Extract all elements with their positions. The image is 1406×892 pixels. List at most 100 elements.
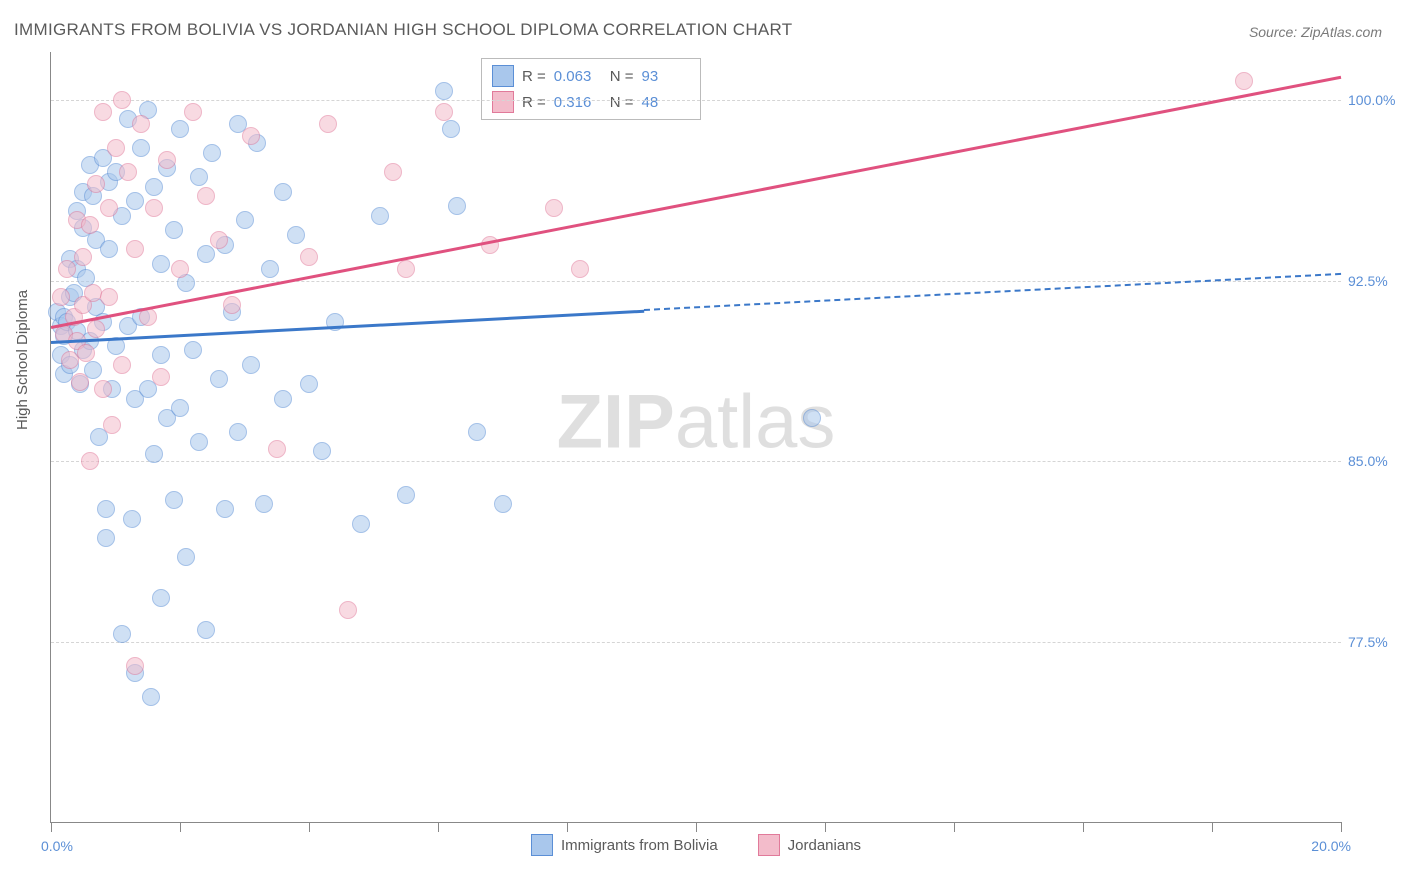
correlation-legend: R = 0.063 N = 93 R = 0.316 N = 48 xyxy=(481,58,701,120)
jordanian-point xyxy=(74,248,92,266)
legend-n-label: N = xyxy=(610,68,634,85)
x-tick xyxy=(696,822,697,832)
jordanian-point xyxy=(94,103,112,121)
chart-title: IMMIGRANTS FROM BOLIVIA VS JORDANIAN HIG… xyxy=(14,20,793,40)
x-tick xyxy=(180,822,181,832)
bolivia-point xyxy=(152,589,170,607)
gridline xyxy=(51,461,1341,462)
legend-swatch xyxy=(758,834,780,856)
x-tick xyxy=(51,822,52,832)
jordanian-point xyxy=(132,115,150,133)
x-tick xyxy=(567,822,568,832)
jordanian-point xyxy=(145,199,163,217)
series-legend: Immigrants from Bolivia Jordanians xyxy=(51,834,1341,856)
bolivia-point xyxy=(123,510,141,528)
y-tick-label: 100.0% xyxy=(1348,92,1403,108)
jordanian-point xyxy=(87,175,105,193)
jordanian-point xyxy=(339,601,357,619)
jordanian-point xyxy=(94,380,112,398)
legend-r-label: R = xyxy=(522,94,546,111)
x-tick xyxy=(1083,822,1084,832)
jordanian-point xyxy=(435,103,453,121)
plot-area: ZIPatlas R =0.063N =93R =0.316N =48 0.0%… xyxy=(50,52,1341,823)
bolivia-point xyxy=(145,445,163,463)
jordanian-point xyxy=(119,163,137,181)
bolivia-point xyxy=(313,442,331,460)
legend-r-value: 0.316 xyxy=(554,94,602,111)
jordanian-point xyxy=(571,260,589,278)
legend-r-value: 0.063 xyxy=(554,68,602,85)
bolivia-point xyxy=(113,625,131,643)
bolivia-point xyxy=(210,370,228,388)
bolivia-point xyxy=(229,423,247,441)
bolivia-point xyxy=(216,500,234,518)
jordanian-point xyxy=(126,240,144,258)
y-tick-label: 85.0% xyxy=(1348,453,1403,469)
legend-n-value: 48 xyxy=(642,94,690,111)
jordanian-point xyxy=(210,231,228,249)
jordanian-point xyxy=(107,139,125,157)
bolivia-point xyxy=(287,226,305,244)
gridline xyxy=(51,642,1341,643)
jordanian-point xyxy=(152,368,170,386)
legend-n-value: 93 xyxy=(642,68,690,85)
jordanian-point xyxy=(384,163,402,181)
jordanian-point xyxy=(100,288,118,306)
gridline xyxy=(51,100,1341,101)
legend-n-label: N = xyxy=(610,94,634,111)
y-tick-label: 92.5% xyxy=(1348,273,1403,289)
jordanian-point xyxy=(126,657,144,675)
jordanian-point xyxy=(300,248,318,266)
gridline xyxy=(51,281,1341,282)
bolivia-point xyxy=(803,409,821,427)
bolivia-point xyxy=(197,621,215,639)
bolivia-point xyxy=(236,211,254,229)
jordanian-point xyxy=(242,127,260,145)
legend-swatch xyxy=(492,91,514,113)
bolivia-point xyxy=(152,346,170,364)
bolivia-point xyxy=(255,495,273,513)
legend-item: Jordanians xyxy=(758,834,861,856)
bolivia-point xyxy=(448,197,466,215)
jordanian-point xyxy=(71,373,89,391)
source-label: Source: ZipAtlas.com xyxy=(1249,24,1382,40)
jordanian-point xyxy=(184,103,202,121)
bolivia-point xyxy=(494,495,512,513)
bolivia-point xyxy=(171,120,189,138)
bolivia-trendline-ext xyxy=(644,273,1341,311)
legend-r-label: R = xyxy=(522,68,546,85)
watermark: ZIPatlas xyxy=(557,378,836,465)
jordanian-point xyxy=(87,320,105,338)
legend-swatch xyxy=(531,834,553,856)
jordanian-point xyxy=(545,199,563,217)
bolivia-point xyxy=(126,192,144,210)
jordanian-point xyxy=(268,440,286,458)
bolivia-point xyxy=(165,221,183,239)
bolivia-point xyxy=(442,120,460,138)
bolivia-point xyxy=(190,168,208,186)
bolivia-point xyxy=(397,486,415,504)
jordanian-point xyxy=(397,260,415,278)
jordanian-point xyxy=(52,288,70,306)
jordanian-point xyxy=(103,416,121,434)
bolivia-point xyxy=(97,529,115,547)
bolivia-point xyxy=(132,139,150,157)
bolivia-point xyxy=(184,341,202,359)
jordanian-point xyxy=(113,91,131,109)
bolivia-point xyxy=(171,399,189,417)
x-tick xyxy=(954,822,955,832)
x-tick xyxy=(1341,822,1342,832)
legend-label: Immigrants from Bolivia xyxy=(561,837,718,854)
legend-row: R = 0.316 N = 48 xyxy=(492,89,690,115)
bolivia-point xyxy=(300,375,318,393)
x-tick xyxy=(309,822,310,832)
bolivia-point xyxy=(274,390,292,408)
bolivia-point xyxy=(242,356,260,374)
jordanian-point xyxy=(81,216,99,234)
y-tick-label: 77.5% xyxy=(1348,634,1403,650)
legend-swatch xyxy=(492,65,514,87)
legend-row: R = 0.063 N = 93 xyxy=(492,63,690,89)
x-tick xyxy=(825,822,826,832)
jordanian-point xyxy=(100,199,118,217)
bolivia-point xyxy=(152,255,170,273)
